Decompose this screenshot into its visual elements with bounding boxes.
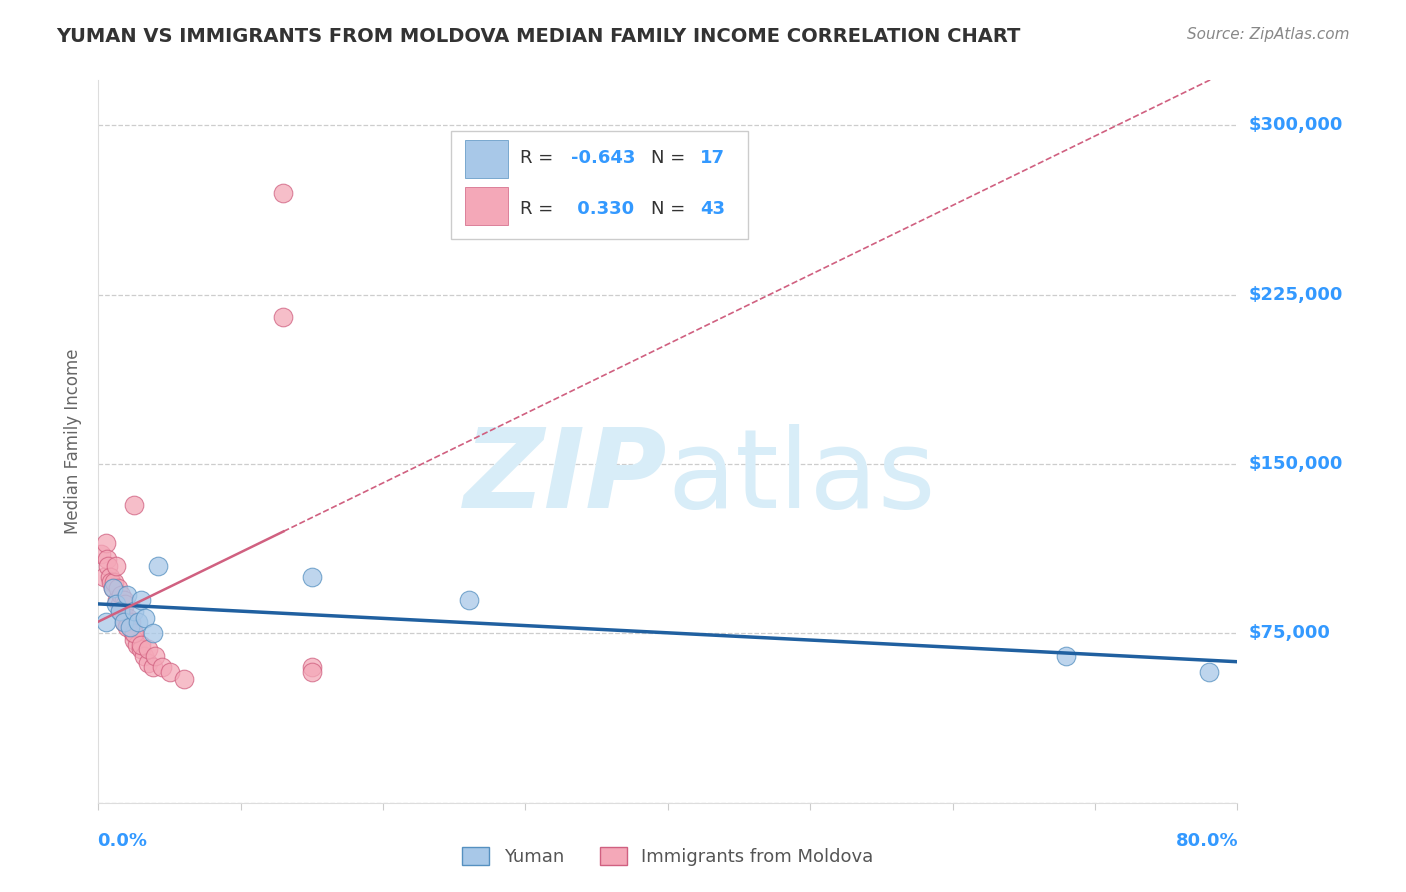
Point: [136, 656, 159, 670]
Point: [129, 638, 152, 652]
Point: [301, 570, 323, 584]
Point: [112, 592, 135, 607]
Point: [173, 672, 195, 686]
Text: $300,000: $300,000: [1249, 117, 1343, 135]
Text: N =: N =: [651, 200, 690, 218]
Point: [159, 665, 181, 679]
Text: R =: R =: [520, 149, 558, 168]
Point: [115, 615, 138, 630]
FancyBboxPatch shape: [465, 187, 509, 225]
Text: 80.0%: 80.0%: [1175, 832, 1239, 850]
Text: R =: R =: [520, 200, 558, 218]
Y-axis label: Median Family Income: Median Family Income: [65, 349, 83, 534]
Point: [301, 660, 323, 674]
Point: [100, 574, 122, 589]
Text: 0.330: 0.330: [571, 200, 634, 218]
Point: [134, 610, 156, 624]
Point: [115, 620, 138, 634]
Text: 43: 43: [700, 200, 724, 218]
Point: [127, 615, 149, 630]
Point: [96, 552, 118, 566]
Point: [125, 638, 148, 652]
FancyBboxPatch shape: [465, 140, 509, 178]
Point: [148, 558, 170, 573]
Point: [108, 604, 131, 618]
Point: [118, 620, 141, 634]
Point: [101, 582, 124, 596]
Text: $225,000: $225,000: [1249, 285, 1343, 304]
Point: [457, 592, 479, 607]
Point: [121, 626, 143, 640]
Text: 17: 17: [700, 149, 724, 168]
Point: [129, 642, 152, 657]
Point: [118, 620, 141, 634]
Text: $75,000: $75,000: [1249, 624, 1330, 642]
Point: [122, 633, 145, 648]
Point: [120, 615, 142, 630]
Point: [145, 648, 167, 663]
Point: [114, 597, 136, 611]
Point: [141, 626, 163, 640]
Point: [1198, 665, 1220, 679]
Point: [107, 582, 129, 596]
Point: [94, 536, 117, 550]
Point: [152, 660, 174, 674]
Point: [112, 615, 135, 630]
Point: [103, 574, 125, 589]
Point: [104, 597, 127, 611]
Point: [273, 186, 295, 201]
Point: [94, 615, 117, 630]
Point: [115, 588, 138, 602]
Point: [98, 570, 121, 584]
Point: [117, 610, 139, 624]
Point: [112, 615, 135, 630]
Point: [105, 592, 128, 607]
Point: [122, 498, 145, 512]
Point: [122, 626, 145, 640]
Text: atlas: atlas: [668, 425, 936, 531]
Point: [90, 548, 112, 562]
Text: $150,000: $150,000: [1249, 455, 1343, 473]
Text: Source: ZipAtlas.com: Source: ZipAtlas.com: [1187, 27, 1350, 42]
Point: [129, 592, 152, 607]
Point: [93, 570, 115, 584]
Point: [122, 604, 145, 618]
Text: -0.643: -0.643: [571, 149, 636, 168]
Point: [1056, 648, 1078, 663]
Text: N =: N =: [651, 149, 690, 168]
Text: ZIP: ZIP: [464, 425, 668, 531]
Point: [110, 588, 132, 602]
Point: [104, 558, 127, 573]
Legend: Yuman, Immigrants from Moldova: Yuman, Immigrants from Moldova: [454, 839, 882, 873]
FancyBboxPatch shape: [451, 131, 748, 239]
Point: [273, 310, 295, 325]
Text: 0.0%: 0.0%: [97, 832, 148, 850]
Point: [97, 558, 120, 573]
Text: YUMAN VS IMMIGRANTS FROM MOLDOVA MEDIAN FAMILY INCOME CORRELATION CHART: YUMAN VS IMMIGRANTS FROM MOLDOVA MEDIAN …: [56, 27, 1021, 45]
Point: [132, 648, 155, 663]
Point: [101, 582, 124, 596]
Point: [111, 604, 134, 618]
Point: [136, 642, 159, 657]
Point: [108, 597, 131, 611]
Point: [141, 660, 163, 674]
Point: [301, 665, 323, 679]
Point: [108, 604, 131, 618]
